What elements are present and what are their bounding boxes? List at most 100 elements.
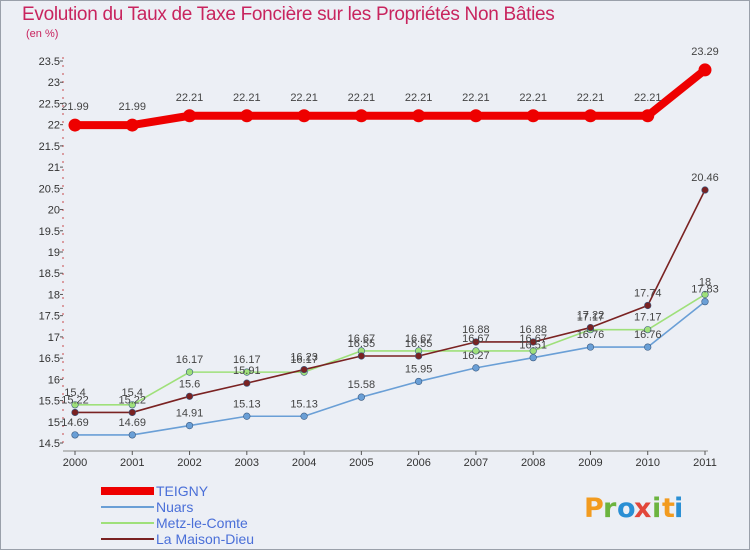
data-label: 22.21 <box>634 92 662 104</box>
series-line-teigny <box>71 65 709 130</box>
data-label: 21.99 <box>119 101 147 113</box>
data-label: 20.46 <box>691 172 719 184</box>
data-label: 18 <box>699 276 711 288</box>
data-label: 16.76 <box>577 329 605 341</box>
data-point <box>357 352 365 360</box>
data-point <box>357 393 365 401</box>
data-point <box>472 347 480 355</box>
chart-subtitle: (en %) <box>26 28 59 40</box>
x-tick-label: 2003 <box>235 457 259 469</box>
y-tick-label: 23.5 <box>39 56 60 68</box>
x-tick-label: 2002 <box>177 457 201 469</box>
data-point <box>586 323 595 332</box>
data-label: 22.21 <box>290 92 318 104</box>
data-point <box>529 338 537 346</box>
logo-letter: x <box>634 493 651 524</box>
data-label: 15.4 <box>122 387 143 399</box>
legend-label: TEIGNY <box>156 483 209 499</box>
data-point <box>243 412 251 420</box>
data-label: 16.23 <box>290 352 318 364</box>
data-label: 15.22 <box>61 394 89 406</box>
data-point <box>185 421 194 430</box>
y-tick-label: 21 <box>48 162 60 174</box>
y-tick-label: 15 <box>48 417 60 429</box>
y-tick-label: 22 <box>48 120 60 132</box>
data-point <box>125 118 139 132</box>
data-point <box>185 392 194 400</box>
data-label: 14.69 <box>119 417 147 429</box>
data-label: 16.67 <box>519 333 547 345</box>
x-tick-label: 2005 <box>349 457 373 469</box>
legend-label: Nuars <box>156 499 193 515</box>
data-point <box>701 290 709 299</box>
y-tick-label: 18.5 <box>39 268 60 280</box>
y-tick-label: 17 <box>48 332 60 344</box>
data-point <box>243 379 251 387</box>
data-label: 22.21 <box>577 92 605 104</box>
data-label: 16.17 <box>290 354 318 366</box>
data-point <box>701 298 709 306</box>
data-point <box>526 109 540 123</box>
data-point <box>68 118 82 132</box>
data-point <box>698 63 712 77</box>
data-label: 16.88 <box>462 324 490 336</box>
y-tick-label: 19 <box>48 247 60 259</box>
data-label: 22.21 <box>348 92 376 104</box>
data-point <box>641 109 655 123</box>
data-point <box>300 412 308 420</box>
data-label: 22.21 <box>176 92 204 104</box>
data-point <box>185 368 194 376</box>
data-label: 15.13 <box>233 398 261 410</box>
y-tick-label: 20 <box>48 205 60 217</box>
data-point <box>586 343 595 351</box>
data-point <box>183 109 197 123</box>
data-label: 22.21 <box>233 92 261 104</box>
logo-letter: i <box>674 493 683 524</box>
data-point <box>354 109 368 123</box>
logo-letter: P <box>584 493 604 524</box>
data-label: 17.22 <box>577 310 605 322</box>
data-point <box>300 365 308 374</box>
data-point <box>644 326 652 334</box>
y-tick-label: 21.5 <box>39 141 60 153</box>
data-label: 17.74 <box>634 287 662 299</box>
y-tick-label: 18 <box>48 289 60 301</box>
data-label: 15.58 <box>348 379 376 391</box>
y-tick-label: 16.5 <box>39 353 60 365</box>
data-label: 22.21 <box>405 92 433 104</box>
data-label: 14.91 <box>176 408 204 420</box>
data-point <box>297 109 311 123</box>
chart-title: Evolution du Taux de Taxe Foncière sur l… <box>22 4 555 25</box>
data-point <box>469 109 483 123</box>
logo-letter: r <box>603 493 617 524</box>
data-point <box>128 431 136 439</box>
x-tick-label: 2009 <box>578 457 602 469</box>
data-point <box>71 431 79 439</box>
legend-label: La Maison-Dieu <box>156 531 254 547</box>
data-label: 15.13 <box>290 398 318 410</box>
y-tick-label: 14.5 <box>39 438 60 450</box>
data-point <box>472 364 480 372</box>
data-labels: 21.99 21.99 22.21 22.21 22.21 22.21 22.21 22.21… <box>61 46 719 429</box>
data-point <box>529 347 537 355</box>
data-label: 16.67 <box>462 333 490 345</box>
logo-letter: o <box>617 493 636 524</box>
axes: 14.5 15 15.5 16 16.5 17 17.5 18 18.5 19 19.5 20 20.5… <box>39 56 717 469</box>
data-label: 14.69 <box>61 417 89 429</box>
data-point <box>701 186 709 194</box>
data-label: 21.99 <box>61 101 89 113</box>
data-label: 15.22 <box>119 394 147 406</box>
data-label: 16.55 <box>348 338 376 350</box>
data-label: 17.17 <box>634 312 662 324</box>
data-point <box>415 352 423 360</box>
data-label: 22.21 <box>462 92 490 104</box>
y-tick-label: 22.5 <box>39 98 60 110</box>
data-label: 22.21 <box>519 92 547 104</box>
series-points <box>68 63 712 439</box>
data-label: 17.17 <box>577 312 605 324</box>
x-tick-label: 2004 <box>292 457 316 469</box>
data-label: 16.17 <box>176 354 204 366</box>
